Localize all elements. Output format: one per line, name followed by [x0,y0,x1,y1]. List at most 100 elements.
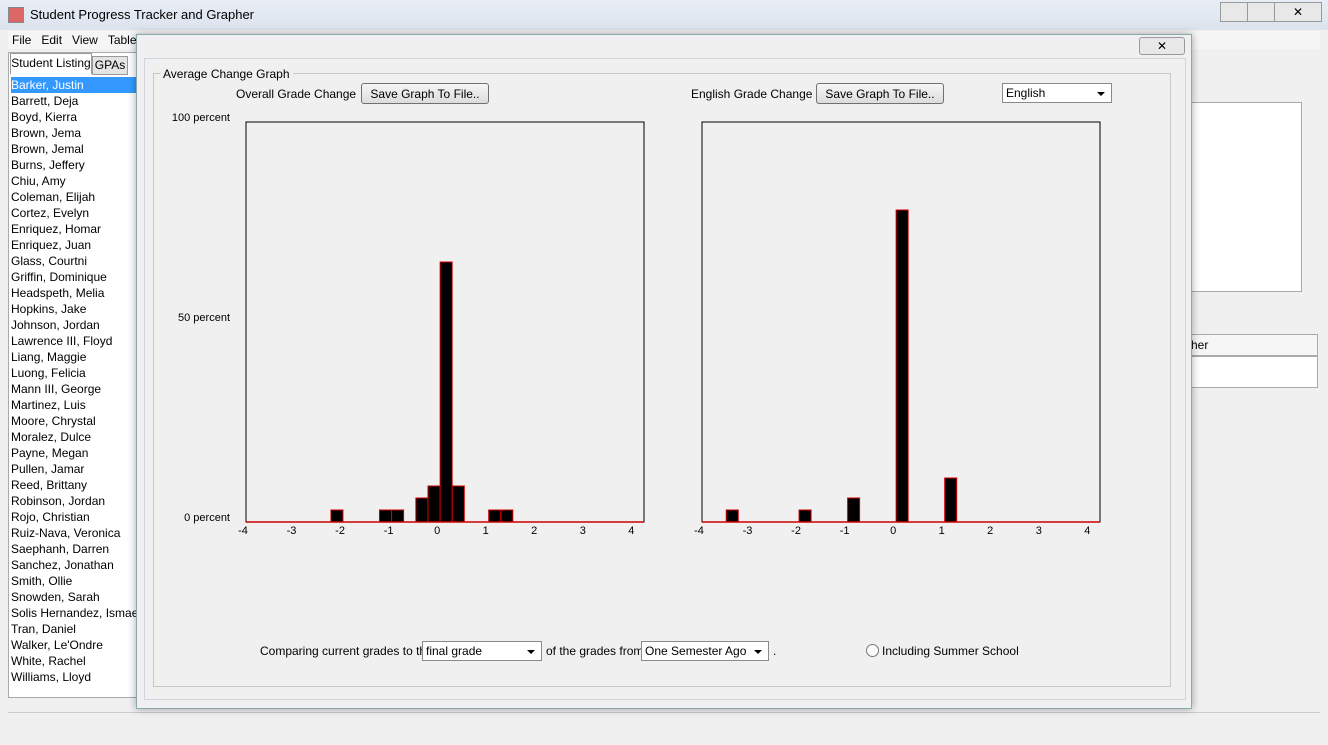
student-row[interactable]: Brown, Jema [11,126,82,140]
x-tick-label: 2 [987,525,993,537]
footer-text: of the grades from [546,644,644,658]
student-row[interactable]: Payne, Megan [11,446,89,460]
student-row[interactable]: Williams, Lloyd [11,670,92,684]
x-tick-label: 1 [483,525,489,537]
save-button[interactable]: Save Graph To File.. [361,83,489,104]
x-tick-label: 3 [580,525,586,537]
x-tick-label: -1 [840,525,850,537]
x-tick-label: 0 [890,525,896,537]
student-row[interactable]: Pullen, Jamar [11,462,85,476]
bar [798,509,812,523]
x-tick-label: -3 [743,525,753,537]
student-row[interactable]: Moore, Chrystal [11,414,96,428]
group-box [153,73,1171,687]
student-row[interactable]: Enriquez, Homar [11,222,102,236]
student-row[interactable]: Enriquez, Juan [11,238,92,252]
student-row[interactable]: Snowden, Sarah [11,590,100,604]
x-tick-label: 3 [1036,525,1042,537]
dialog-close[interactable]: ✕ [1139,37,1185,55]
student-row[interactable]: Cortez, Evelyn [11,206,90,220]
student-row[interactable]: Burns, Jeffery [11,158,85,172]
student-row[interactable]: Johnson, Jordan [11,318,100,332]
footer-text: Comparing current grades to the [260,644,433,658]
menu-item[interactable]: Edit [41,33,63,47]
x-tick-label: -4 [238,525,248,537]
group-title: Average Change Graph [160,67,293,81]
x-tick-label: -2 [791,525,801,537]
background-panel [1190,102,1302,292]
menu-item[interactable]: File [12,33,32,47]
student-row[interactable]: Tran, Daniel [11,622,76,636]
subject-select[interactable]: English [1002,83,1112,103]
student-row[interactable]: Mann III, George [11,382,102,396]
student-row[interactable]: Glass, Courtni [11,254,88,268]
footer-text: . [773,644,777,658]
bar [330,509,344,523]
student-row[interactable]: Walker, Le'Ondre [11,638,103,652]
bar [378,509,392,523]
dialog-inner [144,58,1186,700]
x-tick-label: 0 [434,525,440,537]
bar [847,497,861,523]
student-row[interactable]: Moralez, Dulce [11,430,92,444]
student-row[interactable]: Ruiz-Nava, Veronica [11,526,121,540]
student-row[interactable]: Reed, Brittany [11,478,88,492]
bar [488,509,502,523]
student-row[interactable]: White, Rachel [11,654,86,668]
student-row[interactable]: Saephanh, Darren [11,542,110,556]
x-tick-label: 2 [531,525,537,537]
y-tick-label: 100 percent [172,112,230,124]
student-row[interactable]: Headspeth, Melia [11,286,105,300]
save-button[interactable]: Save Graph To File.. [816,83,944,104]
menu-item[interactable]: Table [107,33,137,47]
student-row[interactable]: Hopkins, Jake [11,302,87,316]
x-tick-label: -4 [694,525,704,537]
bar [944,477,958,523]
student-row[interactable]: Boyd, Kierra [11,110,78,124]
x-tick-label: 4 [628,525,634,537]
student-row[interactable]: Sanchez, Jonathan [11,558,114,572]
student-row[interactable]: Rojo, Christian [11,510,90,524]
grade-select[interactable]: final grade [422,641,542,661]
bar [391,509,405,523]
app-icon [8,7,24,23]
bar [451,485,465,523]
student-row[interactable]: Coleman, Elijah [11,190,96,204]
radio[interactable] [866,644,879,657]
bar [439,261,453,523]
bar [895,209,909,523]
student-row[interactable]: Chiu, Amy [11,174,66,188]
student-row[interactable]: Barker, Justin [11,77,136,93]
bar [725,509,739,523]
chart-title: Overall Grade Change [236,87,357,101]
student-row[interactable]: Smith, Ollie [11,574,73,588]
bar [500,509,514,523]
x-tick-label: -3 [287,525,297,537]
bar [427,485,441,523]
x-tick-label: 4 [1084,525,1090,537]
student-row[interactable]: Liang, Maggie [11,350,87,364]
student-row[interactable]: Griffin, Dominique [11,270,107,284]
menu-item[interactable]: View [72,33,98,47]
period-select[interactable]: One Semester Ago [641,641,769,661]
student-row[interactable]: Brown, Jemal [11,142,84,156]
title-bar [0,0,1328,30]
student-row[interactable]: Barrett, Deja [11,94,79,108]
student-row[interactable]: Robinson, Jordan [11,494,106,508]
student-row[interactable]: Luong, Felicia [11,366,86,380]
student-row[interactable]: Martinez, Luis [11,398,86,412]
y-tick-label: 0 percent [184,512,230,524]
close-button[interactable]: ✕ [1274,2,1322,22]
student-row[interactable]: Lawrence III, Floyd [11,334,113,348]
x-tick-label: 1 [939,525,945,537]
radio-label[interactable]: Including Summer School [882,644,1019,658]
bar [415,497,429,523]
x-tick-label: -1 [384,525,394,537]
table-row [1190,356,1318,388]
x-tick-label: -2 [335,525,345,537]
student-row[interactable]: Solis Hernandez, Ismael [11,606,136,620]
tab[interactable]: GPAs [92,56,128,75]
tab[interactable]: Student Listing [10,53,92,74]
